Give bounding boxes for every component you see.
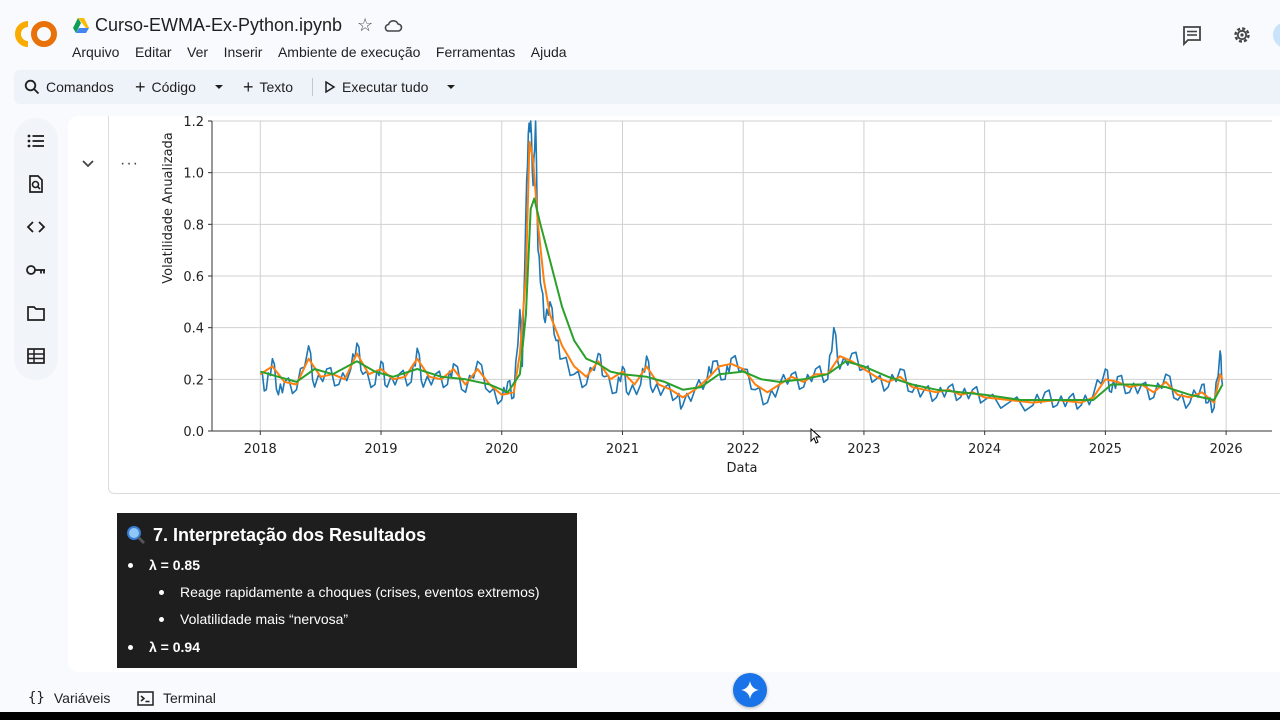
bottom-bar: {} Variáveis Terminal (0, 680, 1280, 712)
markdown-cell[interactable]: 7. Interpretação dos Resultados λ = 0.85… (117, 513, 577, 668)
list-item: Volatilidade mais “nervosa” (159, 611, 348, 627)
menu-arquivo[interactable]: Arquivo (72, 44, 120, 60)
y-tick-label: 1.2 (183, 116, 204, 130)
chevron-down-icon[interactable] (80, 156, 96, 172)
y-tick-label: 0.0 (183, 425, 204, 440)
x-tick-label: 2021 (606, 442, 639, 457)
terminal-button[interactable]: Terminal (137, 680, 216, 716)
y-tick-label: 0.8 (183, 218, 204, 233)
terminal-icon (137, 690, 154, 706)
braces-icon: {} (28, 690, 45, 706)
menu-ajuda[interactable]: Ajuda (530, 44, 567, 60)
sparkle-icon (741, 681, 759, 699)
colab-logo[interactable] (14, 18, 58, 50)
x-axis-label: Data (726, 461, 757, 476)
magnifier-emoji-icon (127, 526, 146, 545)
variables-button[interactable]: {} Variáveis (28, 680, 110, 716)
y-axis-label: Volatilidade Anualizada (161, 132, 176, 284)
plus-icon: + (243, 76, 254, 97)
list-item-text: Reage rapidamente a choques (crises, eve… (180, 584, 540, 600)
chart-ticks: 2018 2019 2020 2021 2022 2023 2024 2025 2026 0.0 0… (183, 116, 1242, 457)
files-folder-icon[interactable] (24, 301, 48, 325)
add-text-button[interactable]: + Texto (243, 70, 293, 104)
x-tick-label: 2024 (968, 442, 1001, 457)
series-raw-line (259, 120, 1224, 414)
cloud-saved-icon[interactable] (383, 16, 403, 36)
data-table-icon[interactable] (24, 344, 48, 368)
heading-text: 7. Interpretação dos Resultados (153, 524, 427, 545)
list-item-text: λ = 0.85 (149, 557, 200, 573)
top-bar: Curso-EWMA-Ex-Python.ipynb ☆ Arquivo Edi… (0, 0, 1280, 70)
y-tick-label: 0.2 (183, 373, 204, 388)
variables-label: Variáveis (53, 690, 111, 706)
search-icon (24, 79, 40, 95)
x-tick-label: 2020 (485, 442, 518, 457)
menu-inserir[interactable]: Inserir (223, 44, 263, 60)
list-item-text: Volatilidade mais “nervosa” (180, 611, 349, 627)
more-options-icon[interactable]: ··· (120, 155, 139, 172)
gear-icon[interactable] (1231, 24, 1253, 46)
menu-bar: Arquivo Editar Ver Inserir Ambiente de e… (72, 44, 582, 60)
x-tick-label: 2023 (847, 442, 880, 457)
cell-output-frame (108, 116, 1280, 494)
volatility-chart: 2018 2019 2020 2021 2022 2023 2024 2025 2026 0.0 0… (161, 116, 1272, 476)
mouse-cursor-icon (810, 428, 822, 444)
find-replace-icon[interactable] (24, 172, 48, 196)
x-tick-label: 2019 (364, 442, 397, 457)
x-tick-label: 2022 (727, 442, 760, 457)
notebook-title[interactable]: Curso-EWMA-Ex-Python.ipynb (95, 15, 343, 35)
code-label: Código (151, 79, 196, 95)
series-ewma-slow-line (260, 197, 1224, 401)
list-item: λ = 0.94 (128, 639, 200, 655)
section-heading: 7. Interpretação dos Resultados (125, 524, 426, 546)
secrets-key-icon[interactable] (24, 258, 48, 282)
toolbar-divider (312, 78, 313, 96)
menu-ferramentas[interactable]: Ferramentas (435, 44, 516, 60)
code-dropdown-button[interactable] (214, 70, 224, 104)
run-all-dropdown-button[interactable] (446, 70, 456, 104)
caret-down-icon (215, 85, 223, 89)
avatar[interactable] (1273, 22, 1280, 48)
caret-down-icon (447, 85, 455, 89)
x-tick-label: 2025 (1089, 442, 1122, 457)
star-icon[interactable]: ☆ (357, 15, 374, 35)
chart-series (259, 120, 1224, 414)
list-item: λ = 0.85 (128, 557, 200, 573)
toolbar: Comandos + Código + Texto Executar tudo (14, 70, 1280, 104)
run-all-button[interactable]: Executar tudo (324, 70, 428, 104)
side-nav (14, 118, 58, 380)
screen-border (0, 712, 1280, 720)
code-snippets-icon[interactable] (24, 215, 48, 239)
run-all-label: Executar tudo (342, 79, 429, 95)
comment-icon[interactable] (1181, 24, 1203, 46)
commands-label: Comandos (46, 79, 114, 95)
gemini-button[interactable] (733, 673, 767, 707)
series-ewma-fast-line (259, 140, 1224, 404)
x-tick-label: 2018 (244, 442, 277, 457)
list-item: Reage rapidamente a choques (crises, eve… (159, 584, 540, 600)
commands-button[interactable]: Comandos (24, 70, 114, 104)
plus-icon: + (135, 76, 146, 97)
table-of-contents-icon[interactable] (24, 129, 48, 153)
play-icon (325, 81, 336, 93)
y-tick-label: 0.4 (183, 322, 204, 337)
terminal-label: Terminal (163, 690, 216, 706)
menu-ambiente[interactable]: Ambiente de execução (277, 44, 421, 60)
x-tick-label: 2026 (1210, 442, 1243, 457)
y-tick-label: 1.0 (183, 167, 204, 182)
google-drive-icon (73, 18, 89, 33)
add-code-button[interactable]: + Código (135, 70, 196, 104)
y-tick-label: 0.6 (183, 270, 204, 285)
text-label: Texto (259, 79, 293, 95)
menu-ver[interactable]: Ver (187, 44, 209, 60)
list-item-text: λ = 0.94 (149, 639, 200, 655)
menu-editar[interactable]: Editar (134, 44, 172, 60)
